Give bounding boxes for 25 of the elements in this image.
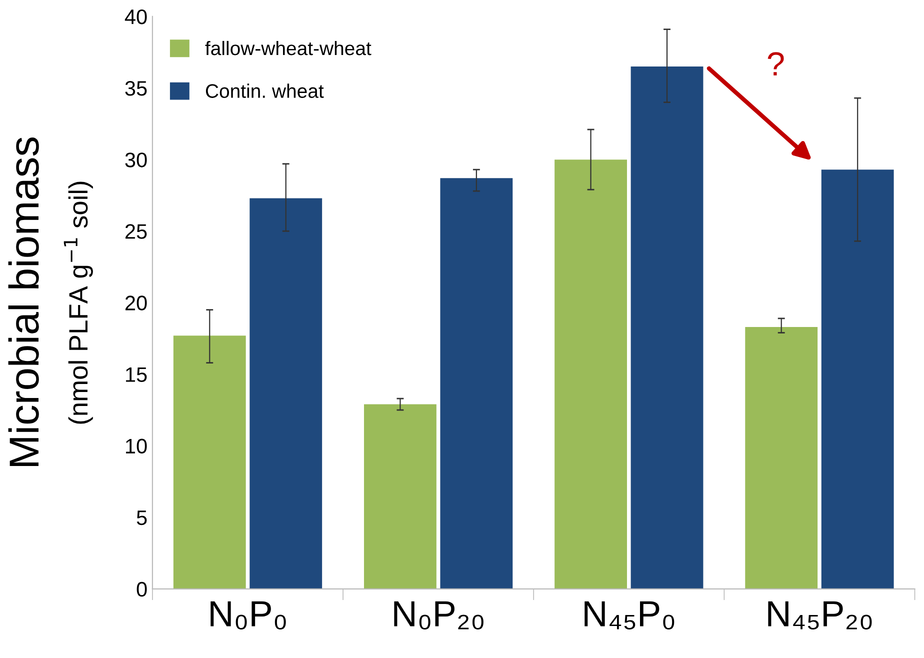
y-tick-label: 35 [125, 81, 147, 96]
y-tick-label: 20 [125, 296, 147, 310]
y-tick-label: 0 [136, 582, 147, 597]
bar [745, 327, 818, 589]
x-tick-label: N₄₅P₂₀ [768, 601, 872, 630]
y-tick-label: 5 [136, 510, 147, 526]
annotation: ? [768, 52, 784, 76]
y-tick-label: 25 [125, 224, 147, 239]
y-tick-label: 30 [125, 152, 147, 168]
legend-label: Contin. wheat [206, 84, 324, 98]
y-tick-label: 10 [126, 438, 147, 454]
bar [554, 160, 627, 589]
bar [250, 198, 322, 589]
bar [821, 170, 894, 589]
y-axis-title: Microbial biomass (nmol PLFA g$^{−1}$ soil) [8, 137, 93, 466]
bar [440, 178, 513, 589]
x-tick-label: N₀P₂₀ [394, 601, 484, 630]
y-tick-label: 15 [126, 367, 147, 382]
x-tick-label: N₀P₀ [210, 601, 286, 630]
x-tick-label: N₄₅P₀ [584, 601, 674, 630]
y-tick-label: 40 [124, 9, 147, 24]
legend-label: fallow-wheat-wheat [205, 40, 372, 56]
bar [630, 66, 704, 589]
bar [173, 336, 246, 589]
bar [364, 404, 436, 589]
